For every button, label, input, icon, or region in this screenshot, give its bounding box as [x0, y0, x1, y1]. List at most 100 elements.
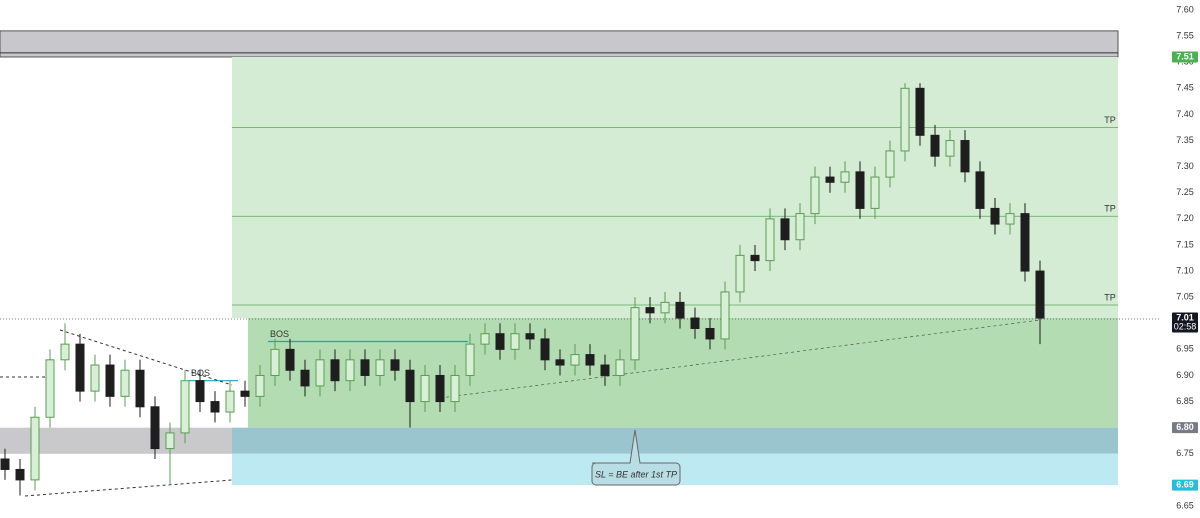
- candle-body: [30, 416, 40, 481]
- zone: [248, 318, 1118, 428]
- candle-body: [375, 359, 385, 376]
- candle-body: [645, 307, 655, 314]
- y-tick-label: 7.60: [1176, 4, 1194, 14]
- candle-body: [360, 359, 370, 376]
- candle-body: [855, 171, 865, 209]
- y-tick-label: 7.20: [1176, 213, 1194, 223]
- y-tick-label: 7.55: [1176, 30, 1194, 40]
- candle-body: [195, 380, 205, 403]
- candle-body: [570, 354, 580, 366]
- y-tick-label: 6.65: [1176, 500, 1194, 510]
- callout-box: [591, 429, 681, 486]
- candle-body: [270, 348, 280, 376]
- candle-body: [285, 348, 295, 371]
- candle-body: [150, 406, 160, 450]
- price-badge: [1172, 479, 1198, 491]
- zone: [232, 427, 1118, 454]
- candle-body: [255, 374, 265, 397]
- price-axis: 7.607.557.507.457.407.357.307.257.207.15…: [1160, 0, 1200, 518]
- candle-body: [300, 369, 310, 387]
- candle-body: [585, 354, 595, 366]
- candle-body: [885, 150, 895, 178]
- candle-body: [1020, 213, 1030, 272]
- candle-body: [15, 468, 25, 481]
- candle-body: [510, 333, 520, 350]
- candle-body: [120, 369, 130, 397]
- tp-label: TP: [1104, 204, 1116, 214]
- y-tick-label: 7.25: [1176, 187, 1194, 197]
- candle-body: [765, 218, 775, 262]
- candle-body: [420, 374, 430, 403]
- axis-bg: [1160, 0, 1200, 518]
- candle-body: [450, 374, 460, 403]
- candle-body: [900, 87, 910, 152]
- candle-body: [180, 380, 190, 434]
- countdown: 02:58: [1174, 321, 1197, 331]
- candle-body: [1035, 270, 1045, 319]
- y-tick-label: 7.35: [1176, 135, 1194, 145]
- bos-label: BOS: [191, 368, 210, 378]
- candle-body: [75, 343, 85, 392]
- candle-body: [720, 291, 730, 340]
- y-tick-label: 7.30: [1176, 161, 1194, 171]
- candle-body: [660, 301, 670, 314]
- candle-body: [690, 317, 700, 329]
- candle-body: [240, 390, 250, 397]
- candle-body: [945, 140, 955, 157]
- candle-body: [750, 254, 760, 262]
- candle-body: [735, 254, 745, 293]
- candle-body: [960, 140, 970, 173]
- candle-body: [930, 134, 940, 157]
- candle-body: [330, 359, 340, 382]
- candle-body: [480, 333, 490, 345]
- candle-body: [915, 87, 925, 136]
- y-tick-label: 6.90: [1176, 370, 1194, 380]
- candle-body: [795, 213, 805, 241]
- candle-body: [345, 359, 355, 382]
- y-tick-label: 7.40: [1176, 109, 1194, 119]
- trendline: [59, 329, 233, 386]
- candle-body: [0, 458, 10, 470]
- candle-body: [630, 307, 640, 361]
- candle-body: [390, 359, 400, 371]
- candle-body: [540, 338, 550, 361]
- price-badge-label: 7.51: [1176, 51, 1194, 61]
- trendline: [439, 319, 1041, 399]
- zones: TP TP TP BOS BOS: [0, 30, 1119, 486]
- candle-body: [555, 359, 565, 366]
- tp-label: TP: [1104, 115, 1116, 125]
- candle-body: [405, 369, 415, 403]
- candle-body: [975, 171, 985, 209]
- candle-body: [135, 369, 145, 408]
- candle-body: [600, 364, 610, 376]
- candle-body: [825, 176, 835, 183]
- zone: [232, 56, 1118, 319]
- price-badge: [1172, 51, 1198, 63]
- price-badge-label: 7.01: [1176, 312, 1194, 322]
- y-tick-label: 6.75: [1176, 448, 1194, 458]
- candle-body: [870, 176, 880, 209]
- candle-body: [465, 343, 475, 376]
- candle-body: [495, 333, 505, 350]
- candle-body: [60, 343, 70, 361]
- candle-body: [210, 401, 220, 413]
- candle-body: [90, 364, 100, 392]
- candle-body: [105, 364, 115, 397]
- price-badge: [1172, 312, 1198, 333]
- y-tick-label: 7.05: [1176, 292, 1194, 302]
- candle-body: [45, 359, 55, 418]
- bos-label: BOS: [270, 329, 289, 339]
- price-badge: [1172, 422, 1198, 434]
- candle-body: [225, 390, 235, 413]
- candle-body: [780, 218, 790, 241]
- y-tick-label: 7.15: [1176, 239, 1194, 249]
- candle-body: [705, 327, 715, 340]
- candle-body: [675, 301, 685, 319]
- y-tick-label: 7.10: [1176, 265, 1194, 275]
- candle-body: [435, 374, 445, 403]
- trendline: [24, 479, 233, 497]
- price-badge-label: 6.80: [1176, 422, 1194, 432]
- candle-body: [990, 207, 1000, 225]
- tp-label: TP: [1104, 292, 1116, 302]
